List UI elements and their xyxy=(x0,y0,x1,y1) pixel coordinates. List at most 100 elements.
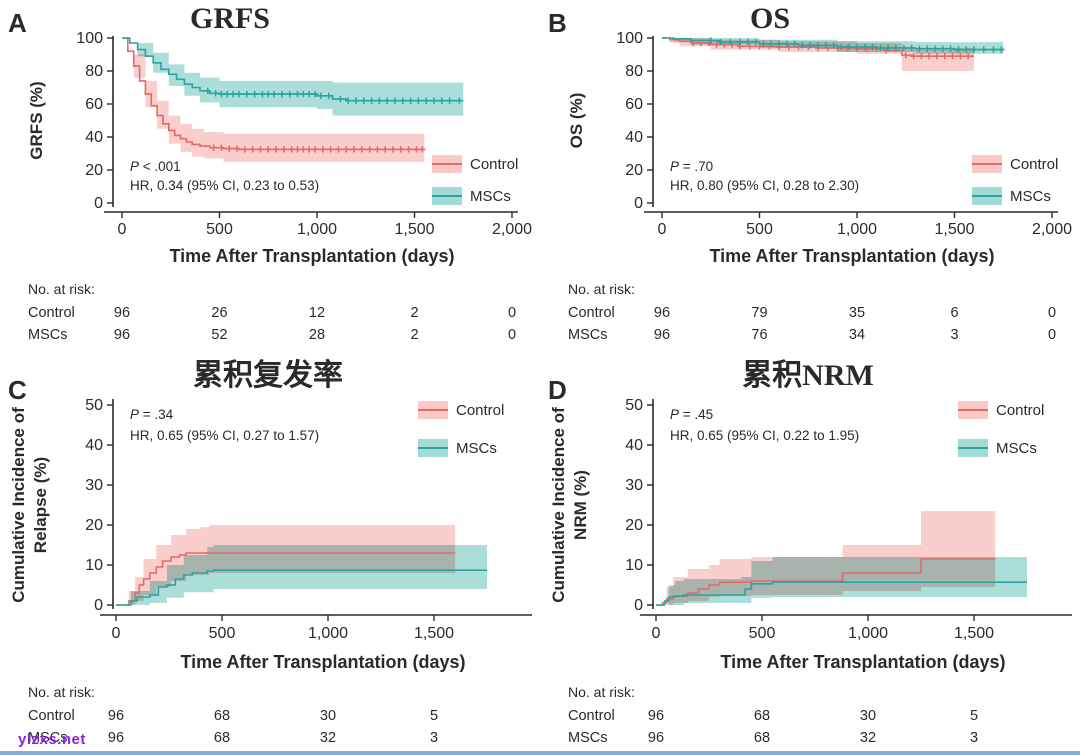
risk-count: 12 xyxy=(309,305,325,321)
risk-row-label: Control xyxy=(568,708,615,724)
risk-table-header: No. at risk: xyxy=(28,281,95,297)
y-tick-label: 40 xyxy=(625,129,643,146)
stats-line: P < .001 xyxy=(130,159,181,174)
y-tick-label: 50 xyxy=(625,397,643,414)
km-line-control xyxy=(116,552,456,606)
risk-table-header: No. at risk: xyxy=(568,281,635,297)
legend-label-control: Control xyxy=(996,402,1044,419)
risk-row-label: MSCs xyxy=(28,327,67,343)
km-line-mscs xyxy=(656,581,1027,606)
risk-count: 5 xyxy=(430,708,438,724)
y-tick-label: 60 xyxy=(625,96,643,113)
risk-count: 0 xyxy=(1048,305,1056,321)
x-tick-label: 500 xyxy=(209,625,236,642)
risk-row-label: Control xyxy=(28,305,75,321)
y-tick-label: 20 xyxy=(625,517,643,534)
bottom-accent-bar xyxy=(0,751,1080,755)
panel-title: GRFS xyxy=(190,2,270,35)
panel-letter: D xyxy=(548,375,567,405)
legend-label-mscs: MSCs xyxy=(470,188,511,205)
x-tick-label: 0 xyxy=(118,221,127,238)
stats-line: HR, 0.65 (95% CI, 0.27 to 1.57) xyxy=(130,428,319,443)
panel-relapse: 0 10 20 30 40 50 0 500 1,000 1,500 C 累积复发率 Cumulativ… xyxy=(0,355,540,755)
y-tick-label: 30 xyxy=(85,477,103,494)
y-tick-label: 0 xyxy=(94,195,103,212)
risk-count: 32 xyxy=(320,730,336,746)
x-axis-label: Time After Transplantation (days) xyxy=(720,652,1005,672)
risk-row-label: Control xyxy=(28,708,75,724)
km-line-mscs xyxy=(116,569,487,606)
y-tick-label: 100 xyxy=(616,30,643,47)
stats-line: P = .45 xyxy=(670,407,713,422)
legend-label-control: Control xyxy=(456,402,504,419)
risk-count: 5 xyxy=(970,708,978,724)
x-tick-label: 1,000 xyxy=(297,221,337,238)
panel-letter: B xyxy=(548,8,567,38)
panel-title: OS xyxy=(750,2,790,35)
risk-row-label: Control xyxy=(568,305,615,321)
risk-count: 3 xyxy=(950,327,958,343)
panel-title: 累积NRM xyxy=(742,359,874,392)
y-axis-label: OS (%) xyxy=(567,93,586,149)
risk-count: 6 xyxy=(950,305,958,321)
y-tick-label: 80 xyxy=(625,63,643,80)
y-tick-label: 0 xyxy=(634,597,643,614)
x-tick-label: 500 xyxy=(749,625,776,642)
x-tick-label: 0 xyxy=(652,625,661,642)
risk-count: 68 xyxy=(214,730,230,746)
panel-nrm: 0 10 20 30 40 50 0 500 1,000 1,500 D 累积NRM Cumulativ… xyxy=(540,355,1080,755)
y-tick-label: 0 xyxy=(94,597,103,614)
ci-band-control xyxy=(122,38,425,164)
risk-count: 96 xyxy=(648,708,664,724)
risk-row-label: MSCs xyxy=(568,730,607,746)
y-tick-label: 40 xyxy=(85,437,103,454)
y-axis-label: NRM (%) xyxy=(571,470,590,540)
risk-count: 0 xyxy=(508,327,516,343)
watermark-text: ylzxs.net xyxy=(18,731,86,748)
risk-count: 0 xyxy=(1048,327,1056,343)
x-axis-label: Time After Transplantation (days) xyxy=(169,246,454,266)
y-tick-label: 20 xyxy=(85,162,103,179)
risk-count: 96 xyxy=(114,305,130,321)
risk-count: 35 xyxy=(849,305,865,321)
risk-count: 96 xyxy=(654,305,670,321)
risk-count: 79 xyxy=(751,305,767,321)
risk-count: 52 xyxy=(211,327,227,343)
y-tick-label: 10 xyxy=(85,557,103,574)
risk-count: 76 xyxy=(751,327,767,343)
x-tick-label: 2,000 xyxy=(1032,221,1072,238)
panel-letter: C xyxy=(8,375,27,405)
x-tick-label: 500 xyxy=(206,221,233,238)
risk-count: 96 xyxy=(648,730,664,746)
risk-table-header: No. at risk: xyxy=(28,684,95,700)
legend-label-control: Control xyxy=(1010,156,1058,173)
x-tick-label: 2,000 xyxy=(492,221,532,238)
risk-row-label: MSCs xyxy=(568,327,607,343)
y-tick-label: 20 xyxy=(625,162,643,179)
risk-count: 96 xyxy=(108,708,124,724)
y-tick-label: 30 xyxy=(625,477,643,494)
stats-line: HR, 0.34 (95% CI, 0.23 to 0.53) xyxy=(130,178,319,193)
legend-label-control: Control xyxy=(470,156,518,173)
stats-line: HR, 0.80 (95% CI, 0.28 to 2.30) xyxy=(670,178,859,193)
legend-label-mscs: MSCs xyxy=(996,440,1037,457)
x-tick-label: 1,500 xyxy=(414,625,454,642)
risk-count: 30 xyxy=(860,708,876,724)
km-line-control xyxy=(122,37,425,151)
risk-count: 96 xyxy=(114,327,130,343)
y-tick-label: 50 xyxy=(85,397,103,414)
risk-count: 68 xyxy=(754,730,770,746)
x-axis-label: Time After Transplantation (days) xyxy=(180,652,465,672)
y-tick-label: 40 xyxy=(85,129,103,146)
y-axis-label: GRFS (%) xyxy=(27,81,46,159)
km-line-mscs xyxy=(122,37,464,102)
risk-count: 0 xyxy=(508,305,516,321)
ci-band-mscs xyxy=(116,545,487,605)
y-tick-label: 20 xyxy=(85,517,103,534)
x-tick-label: 0 xyxy=(658,221,667,238)
risk-count: 68 xyxy=(754,708,770,724)
stats-line: P = .70 xyxy=(670,159,713,174)
